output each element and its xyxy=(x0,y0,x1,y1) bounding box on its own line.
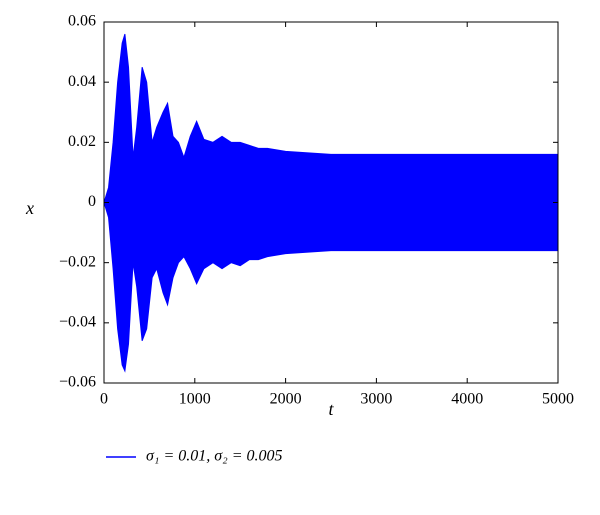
x-tick-label: 2000 xyxy=(270,391,302,408)
y-tick-label: 0.04 xyxy=(68,73,96,90)
y-tick-label: −0.02 xyxy=(59,253,96,270)
signal-envelope xyxy=(103,33,559,373)
y-tick-label: −0.04 xyxy=(59,314,96,331)
x-tick-label: 3000 xyxy=(360,391,392,408)
x-tick-label: 4000 xyxy=(451,391,483,408)
x-tick-label: 5000 xyxy=(542,391,574,408)
y-tick-label: 0 xyxy=(88,193,96,210)
y-tick-label: 0.06 xyxy=(68,13,96,30)
y-axis-label: x xyxy=(25,198,34,218)
x-axis-label: t xyxy=(328,399,334,419)
x-tick-label: 0 xyxy=(100,391,108,408)
legend-label: σ₁ = 0.01, σ₂ = 0.005 xyxy=(146,448,283,465)
y-tick-label: 0.02 xyxy=(68,133,96,150)
y-tick-label: −0.06 xyxy=(59,374,96,391)
x-tick-label: 1000 xyxy=(179,391,211,408)
